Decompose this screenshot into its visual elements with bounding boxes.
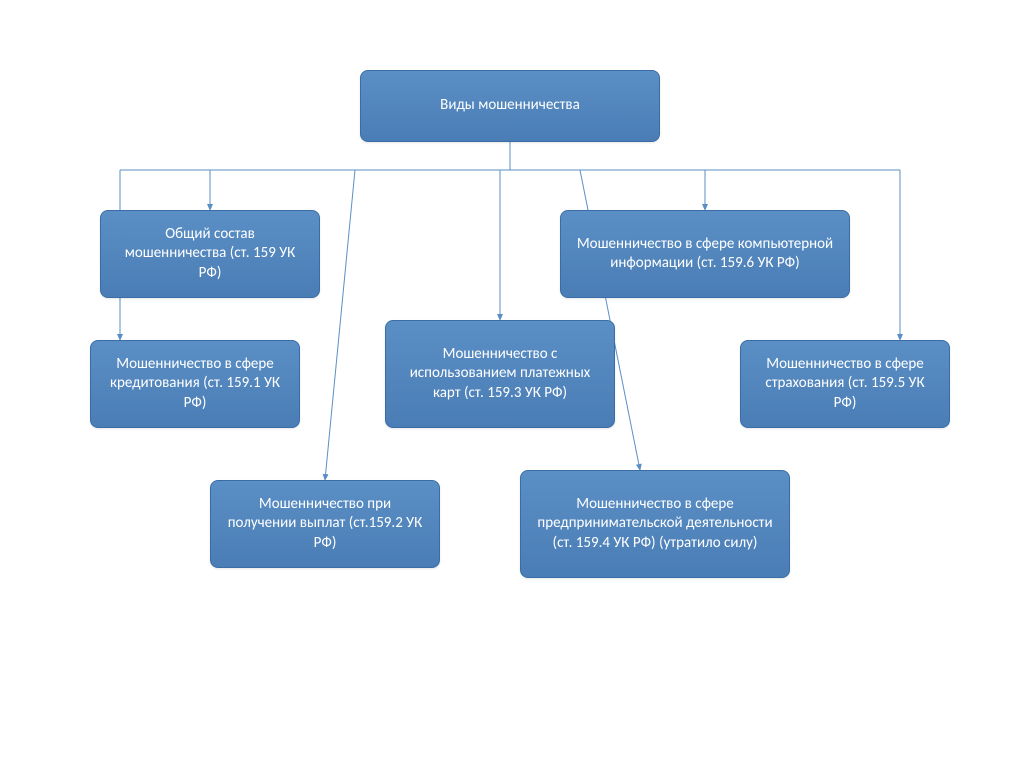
node-label: Мошенничество при получении выплат (ст.1… — [223, 495, 427, 554]
node-root: Виды мошенничества — [360, 70, 660, 142]
node-computer-159-6: Мошенничество в сфере компьютерной инфор… — [560, 210, 850, 298]
node-label: Мошенничество в сфере кредитования (ст. … — [103, 355, 287, 414]
node-payments-159-2: Мошенничество при получении выплат (ст.1… — [210, 480, 440, 568]
node-label: Общий состав мошенничества (ст. 159 УК Р… — [113, 225, 307, 284]
node-general-159: Общий состав мошенничества (ст. 159 УК Р… — [100, 210, 320, 298]
node-insurance-159-5: Мошенничество в сфере страхования (ст. 1… — [740, 340, 950, 428]
node-root-label: Виды мошенничества — [440, 96, 580, 116]
node-label: Мошенничество в сфере страхования (ст. 1… — [753, 355, 937, 414]
node-label: Мошенничество с использованием платежных… — [398, 345, 602, 404]
node-credit-159-1: Мошенничество в сфере кредитования (ст. … — [90, 340, 300, 428]
node-business-159-4: Мошенничество в сфере предпринимательско… — [520, 470, 790, 578]
node-label: Мошенничество в сфере компьютерной инфор… — [573, 235, 837, 274]
node-label: Мошенничество в сфере предпринимательско… — [533, 495, 777, 554]
node-payment-cards-159-3: Мошенничество с использованием платежных… — [385, 320, 615, 428]
